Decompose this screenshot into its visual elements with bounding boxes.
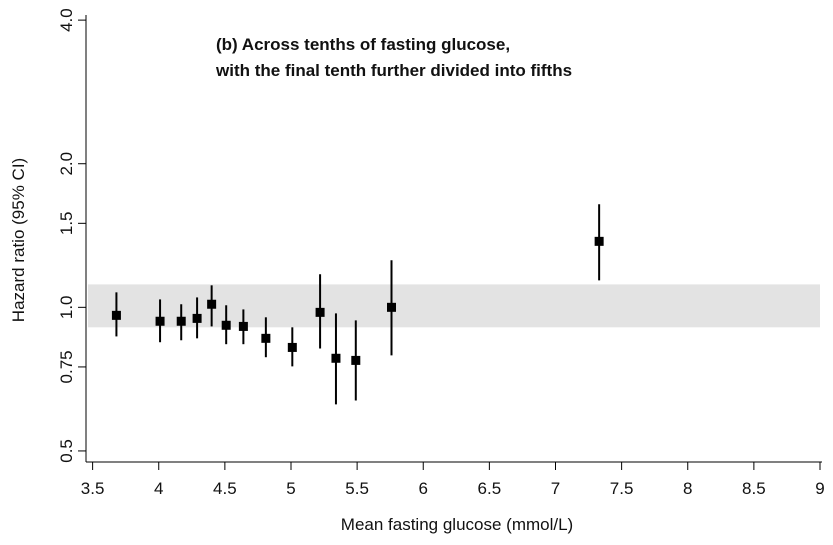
point <box>594 236 604 246</box>
point <box>192 313 202 323</box>
point <box>207 299 217 309</box>
chart-title: (b) Across tenths of fasting glucose, <box>216 35 510 54</box>
point <box>331 353 341 363</box>
chart-title: with the final tenth further divided int… <box>215 61 572 80</box>
x-axis-label: Mean fasting glucose (mmol/L) <box>341 515 573 534</box>
y-tick-label: 4.0 <box>57 8 76 32</box>
point <box>387 302 397 312</box>
point <box>287 342 297 352</box>
y-tick-label: 1.5 <box>57 212 76 236</box>
point <box>111 310 121 320</box>
y-tick-label: 0.5 <box>57 439 76 463</box>
x-tick-label: 9 <box>815 479 824 498</box>
x-tick-label: 4 <box>154 479 163 498</box>
y-tick-label: 0.75 <box>57 350 76 383</box>
y-tick-label: 2.0 <box>57 152 76 176</box>
x-tick-label: 4.5 <box>213 479 237 498</box>
x-tick-label: 7.5 <box>610 479 634 498</box>
x-tick-label: 6.5 <box>478 479 502 498</box>
point <box>238 321 248 331</box>
x-tick-label: 3.5 <box>81 479 105 498</box>
point <box>155 316 165 326</box>
x-tick-label: 5 <box>286 479 295 498</box>
point <box>351 355 361 365</box>
x-tick-label: 8.5 <box>742 479 766 498</box>
point <box>261 333 271 343</box>
point <box>176 316 186 326</box>
point <box>221 320 231 330</box>
y-tick-label: 1.0 <box>57 296 76 320</box>
point <box>315 307 325 317</box>
x-tick-label: 6 <box>419 479 428 498</box>
x-tick-label: 5.5 <box>345 479 369 498</box>
x-tick-label: 8 <box>683 479 692 498</box>
x-tick-label: 7 <box>551 479 560 498</box>
y-axis-label: Hazard ratio (95% CI) <box>9 158 28 322</box>
